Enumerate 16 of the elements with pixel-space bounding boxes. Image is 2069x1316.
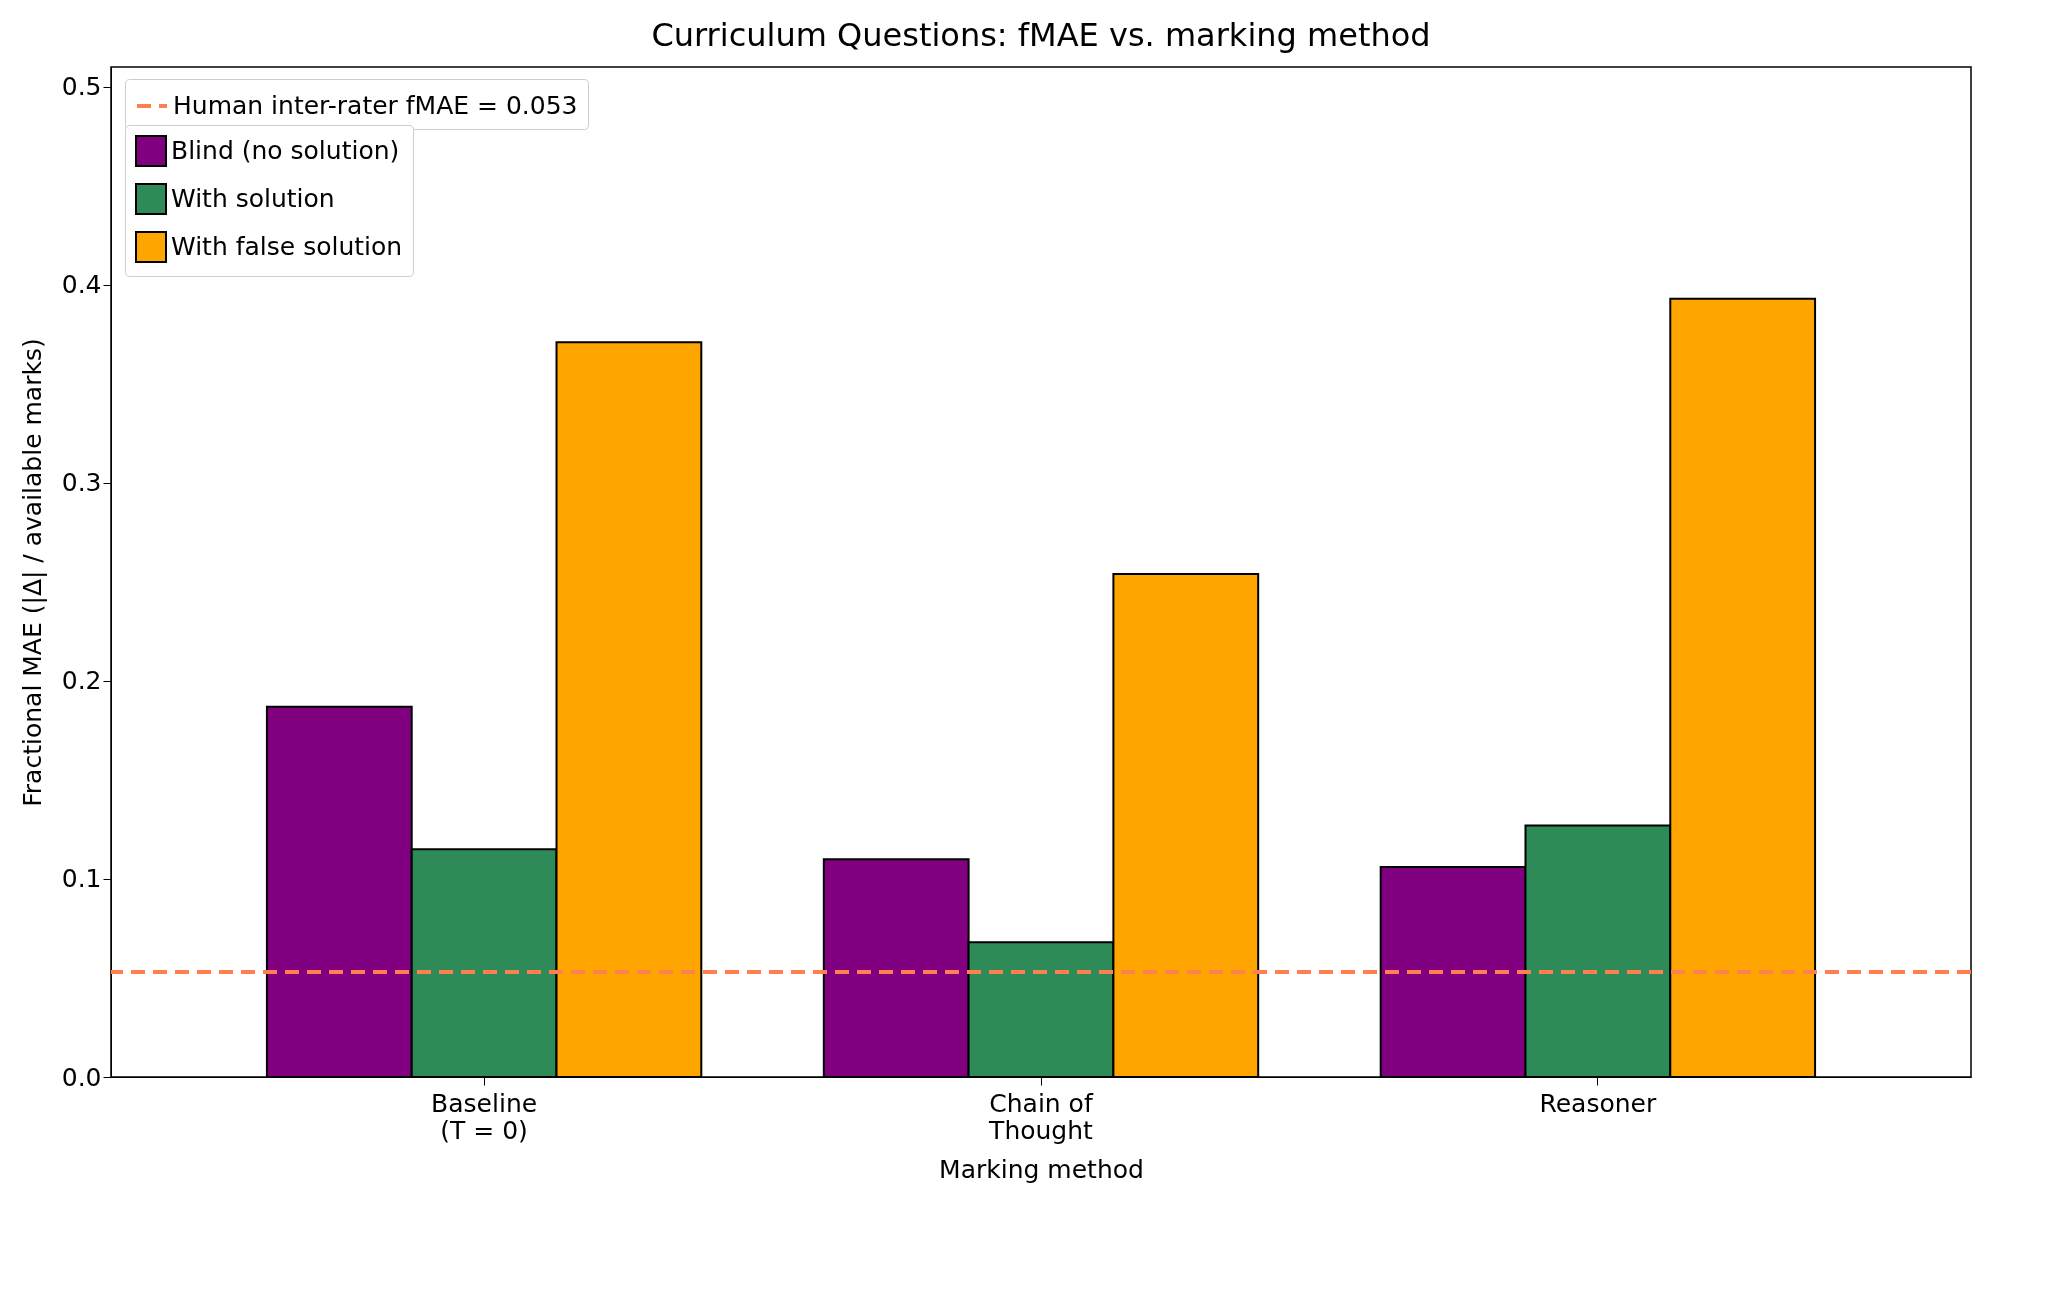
y-tick-label: 0.5 xyxy=(61,72,102,102)
x-axis-title: Marking method xyxy=(939,1154,1144,1184)
x-tick-label: Reasoner xyxy=(1539,1088,1657,1118)
y-tick-label: 0.3 xyxy=(61,468,102,498)
y-tick-label: 0.4 xyxy=(61,270,102,300)
y-tick-label: 0.1 xyxy=(61,864,102,894)
y-axis-title: Fractional MAE (|Δ| / available marks) xyxy=(17,338,47,807)
legend-label: With false solution xyxy=(171,232,403,261)
legend-label: With solution xyxy=(171,184,335,213)
legend-label: Blind (no solution) xyxy=(171,136,400,165)
chart-title: Curriculum Questions: fMAE vs. marking method xyxy=(651,16,1431,54)
legend-label: Human inter-rater fMAE = 0.053 xyxy=(173,91,578,120)
x-tick-label: Chain of Thought xyxy=(988,1088,1094,1145)
y-tick-label: 0.2 xyxy=(61,666,102,696)
x-tick-label: Baseline (T = 0) xyxy=(431,1088,538,1145)
y-tick-label: 0.0 xyxy=(61,1062,102,1092)
